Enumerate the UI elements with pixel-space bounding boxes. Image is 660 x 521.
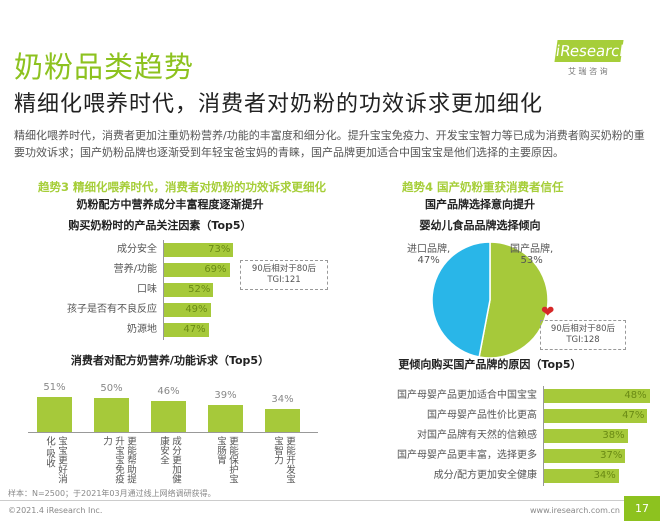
bar-label: 国产母婴产品性价比更高 xyxy=(427,410,537,421)
bar-label: 宝宝更好消化·吸收 xyxy=(44,436,67,484)
page-number: 17 xyxy=(624,496,660,521)
copyright: ©2021.4 iResearch Inc. xyxy=(8,506,103,515)
bar-label: 成分更加健康安全 xyxy=(158,436,181,484)
bar-label: 成分/配方更加安全健康 xyxy=(433,470,537,481)
note-line: 90后相对于80后 xyxy=(251,264,317,274)
bar: 47% xyxy=(544,409,648,423)
axis-line xyxy=(543,386,544,486)
bar xyxy=(94,398,129,432)
chart1-title: 购买奶粉时的产品关注因素（Top5） xyxy=(68,219,252,232)
bar: 69% xyxy=(164,263,230,277)
china-heart-icon: ❤ xyxy=(541,302,555,321)
page-subtitle: 精细化喂养时代，消费者对奶粉的功效诉求更加细化 xyxy=(14,92,544,117)
bar xyxy=(151,400,186,432)
logo-text: iResearch xyxy=(554,42,631,60)
bar-label: 营养/功能 xyxy=(113,264,157,275)
note-line: 90后相对于80后 xyxy=(550,324,616,334)
bar-value: 46% xyxy=(157,385,180,397)
chart2: 51% 宝宝更好消化·吸收 50% 更能帮助提升宝宝免疫力 46% 成分更加健康安全 39%… xyxy=(0,372,340,487)
trend3-label: 趋势3 精细化喂养时代，消费者对奶粉的功效诉求更细化 xyxy=(38,180,327,194)
left-heading: 奶粉配方中营养成分丰富程度逐渐提升 xyxy=(76,198,264,211)
chart2-title: 消费者对配方奶营养/功能诉求（Top5） xyxy=(70,354,270,367)
bar-value: 34% xyxy=(271,393,294,405)
right-heading: 国产品牌选择意向提升 xyxy=(425,198,535,211)
bar-label: 更能开发宝宝智力 xyxy=(272,436,295,484)
pie-label-name: 国产品牌, xyxy=(510,244,554,255)
bar-label: 国产母婴产品更加适合中国宝宝 xyxy=(397,390,537,401)
pie-label-import: 进口品牌, 47% xyxy=(407,240,450,266)
pie-slice xyxy=(431,241,491,358)
note-line: TGI:121 xyxy=(267,275,301,285)
bar-label: 更能帮助提升宝宝免疫力 xyxy=(101,436,136,484)
chart3-pie xyxy=(431,241,549,359)
pie-slice xyxy=(478,241,549,359)
website-url: www.iresearch.com.cn xyxy=(530,506,620,515)
logo-subtext: 艾 瑞 咨 询 xyxy=(568,67,608,76)
bar-label: 口味 xyxy=(137,284,157,295)
pie-label-value: 47% xyxy=(417,255,440,266)
bar: 34% xyxy=(544,469,619,483)
chart4-title: 更倾向购买国产品牌的原因（Top5） xyxy=(398,358,582,371)
bar-value: 50% xyxy=(100,383,123,394)
bar-value: 51% xyxy=(43,382,66,394)
page-title: 奶粉品类趋势 xyxy=(14,50,195,84)
bar: 37% xyxy=(544,449,626,463)
bar xyxy=(37,397,72,432)
axis-line xyxy=(163,240,164,340)
bar-label: 更能保护宝宝肠胃 xyxy=(215,436,238,484)
trend4-label: 趋势4 国产奶粉重获消费者信任 xyxy=(402,180,564,194)
bar: 38% xyxy=(544,429,628,443)
tgi-note-right: 90后相对于80后 TGI:128 xyxy=(540,320,626,350)
pie-label-domestic: 国产品牌, 53% xyxy=(510,240,553,266)
axis-line xyxy=(28,432,318,433)
bar-label: 国产母婴产品更丰富，选择更多 xyxy=(397,450,537,461)
bar: 48% xyxy=(544,389,650,403)
footer-divider xyxy=(0,500,640,501)
chart4: 国产母婴产品更加适合中国宝宝 48% 国产母婴产品性价比更高 47% 对国产品牌有天然的… xyxy=(340,386,660,486)
bar-value: 39% xyxy=(214,390,237,402)
note-line: TGI:128 xyxy=(566,335,600,345)
source-note: 样本：N=2500；于2021年03月通过线上网络调研获得。 xyxy=(8,489,216,498)
bar xyxy=(265,408,300,432)
tgi-note-left: 90后相对于80后 TGI:121 xyxy=(240,260,328,290)
pie-label-name: 进口品牌, xyxy=(407,244,451,255)
bar: 73% xyxy=(164,243,234,257)
bar xyxy=(208,405,243,432)
bar: 49% xyxy=(164,303,211,317)
bar: 47% xyxy=(164,323,209,337)
bar: 52% xyxy=(164,283,214,297)
bar-label: 对国产品牌有天然的信赖感 xyxy=(417,430,537,441)
intro-text: 精细化喂养时代，消费者更加注重奶粉营养/功能的丰富度和细分化。提升宝宝免疫力、开… xyxy=(14,129,645,159)
bar-label: 成分安全 xyxy=(117,244,157,255)
pie-label-value: 53% xyxy=(520,255,543,266)
bar-label: 奶源地 xyxy=(127,324,157,335)
bar-label: 孩子是否有不良反应 xyxy=(67,304,157,315)
chart3-title: 婴幼儿食品品牌选择倾向 xyxy=(419,219,541,232)
iresearch-logo: iResearch xyxy=(554,40,630,62)
chart1: 成分安全 73% 营养/功能 69% 口味 52% 孩子是否有不良反应 49% 奶源地 47% xyxy=(0,240,340,340)
